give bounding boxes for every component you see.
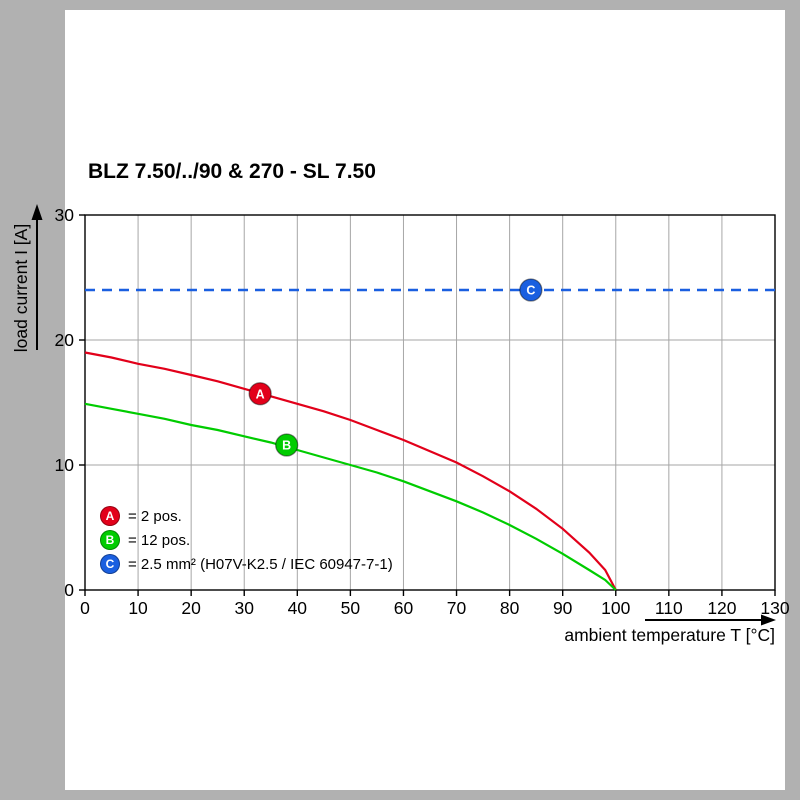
- legend-label-c: = 2.5 mm² (H07V-K2.5 / IEC 60947-7-1): [128, 555, 393, 573]
- x-tick-label: 30: [234, 598, 254, 618]
- curve-b: [84, 402, 617, 591]
- legend-badge-c-icon: C: [100, 554, 120, 574]
- legend-item-c: C = 2.5 mm² (H07V-K2.5 / IEC 60947-7-1): [100, 554, 393, 574]
- legend-item-b: B = 12 pos.: [100, 530, 190, 550]
- legend-badge-a-icon: A: [100, 506, 120, 526]
- x-tick-label: 120: [707, 598, 736, 618]
- plot-area: [85, 215, 775, 590]
- x-tick-label: 70: [447, 598, 467, 618]
- curve-a: [84, 351, 617, 591]
- x-tick-label: 100: [601, 598, 630, 618]
- x-axis-arrow-icon: [761, 614, 776, 626]
- legend-badge-c-letter: C: [105, 557, 115, 571]
- x-tick-label: 110: [655, 598, 683, 618]
- x-tick-label: 60: [394, 598, 414, 618]
- legend-badge-b-letter: B: [105, 533, 115, 547]
- legend-label-a: = 2 pos.: [128, 507, 182, 525]
- curve-marker-a-icon: [248, 382, 272, 406]
- legend-badge-b-icon: B: [100, 530, 120, 550]
- chart-title: BLZ 7.50/../90 & 270 - SL 7.50: [88, 160, 376, 183]
- x-axis-label: ambient temperature T [°C]: [564, 625, 775, 645]
- curve-marker-c-letter: C: [526, 284, 535, 298]
- x-tick-label: 130: [760, 598, 789, 618]
- x-tick-label: 20: [181, 598, 201, 618]
- x-tick-label: 50: [341, 598, 361, 618]
- y-axis-label: load current I [A]: [11, 224, 31, 352]
- y-tick-label: 20: [55, 330, 75, 350]
- curve-marker-c-icon: [519, 278, 543, 302]
- legend-badge-a-letter: A: [105, 509, 115, 523]
- y-tick-label: 30: [55, 205, 75, 225]
- curve-marker-b-letter: B: [282, 439, 291, 453]
- curve-marker-a-letter: A: [256, 387, 265, 401]
- y-tick-label: 0: [64, 580, 74, 600]
- x-tick-label: 90: [553, 598, 573, 618]
- y-axis-arrow-icon: [31, 204, 43, 220]
- x-tick-label: 0: [80, 598, 90, 618]
- plot-border: [84, 214, 776, 591]
- x-tick-label: 40: [288, 598, 308, 618]
- y-tick-label: 10: [55, 455, 75, 475]
- x-tick-label: 80: [500, 598, 520, 618]
- curve-marker-b-icon: [275, 433, 299, 457]
- legend-item-a: A = 2 pos.: [100, 506, 182, 526]
- legend-label-b: = 12 pos.: [128, 531, 191, 549]
- x-tick-label: 10: [128, 598, 148, 618]
